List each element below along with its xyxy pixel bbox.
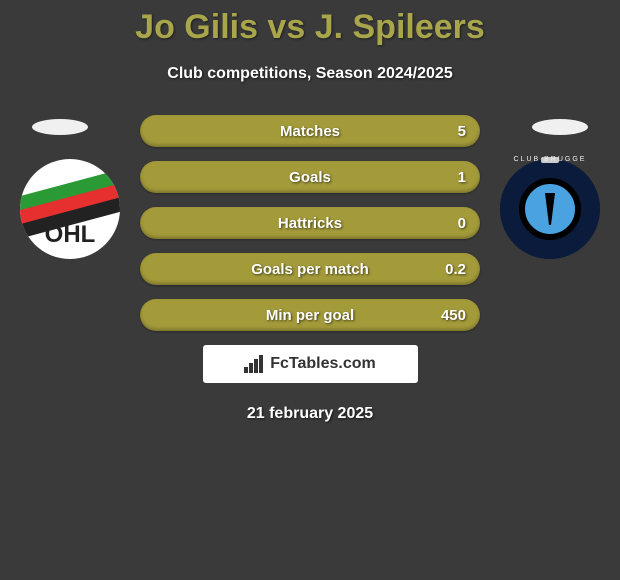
stat-value: 1 (458, 169, 466, 186)
comparison-title: Jo Gilis vs J. Spileers (0, 0, 620, 47)
club-logo-right: CLUB BRUGGE (500, 159, 600, 259)
player-photo-right (532, 119, 588, 135)
stat-rows-container: Matches 5 Goals 1 Hattricks 0 Goals per … (140, 115, 480, 331)
stat-row-goals-per-match: Goals per match 0.2 (140, 253, 480, 285)
bar-chart-icon (244, 355, 264, 373)
club-logo-left: OHL (20, 159, 120, 259)
stat-value: 450 (441, 307, 466, 324)
stat-value: 0.2 (445, 261, 466, 278)
stat-value: 5 (458, 123, 466, 140)
stat-label: Matches (280, 123, 340, 140)
player-photo-left (32, 119, 88, 135)
stat-row-goals: Goals 1 (140, 161, 480, 193)
brugge-ring-text: CLUB BRUGGE (500, 156, 600, 163)
stat-label: Min per goal (266, 307, 354, 324)
content-area: OHL CLUB BRUGGE Matches 5 Goals 1 Hattri… (0, 115, 620, 423)
ohl-logo-text: OHL (20, 221, 120, 249)
stat-label: Goals (289, 169, 331, 186)
stat-row-matches: Matches 5 (140, 115, 480, 147)
stat-label: Goals per match (251, 261, 369, 278)
stat-row-min-per-goal: Min per goal 450 (140, 299, 480, 331)
brugge-logo-icon: CLUB BRUGGE (500, 159, 600, 259)
ohl-logo-icon: OHL (20, 159, 120, 259)
stat-row-hattricks: Hattricks 0 (140, 207, 480, 239)
stat-label: Hattricks (278, 215, 342, 232)
comparison-subtitle: Club competitions, Season 2024/2025 (0, 65, 620, 83)
branding-box[interactable]: FcTables.com (203, 345, 418, 383)
comparison-date: 21 february 2025 (0, 405, 620, 423)
stat-value: 0 (458, 215, 466, 232)
branding-text: FcTables.com (270, 355, 376, 373)
